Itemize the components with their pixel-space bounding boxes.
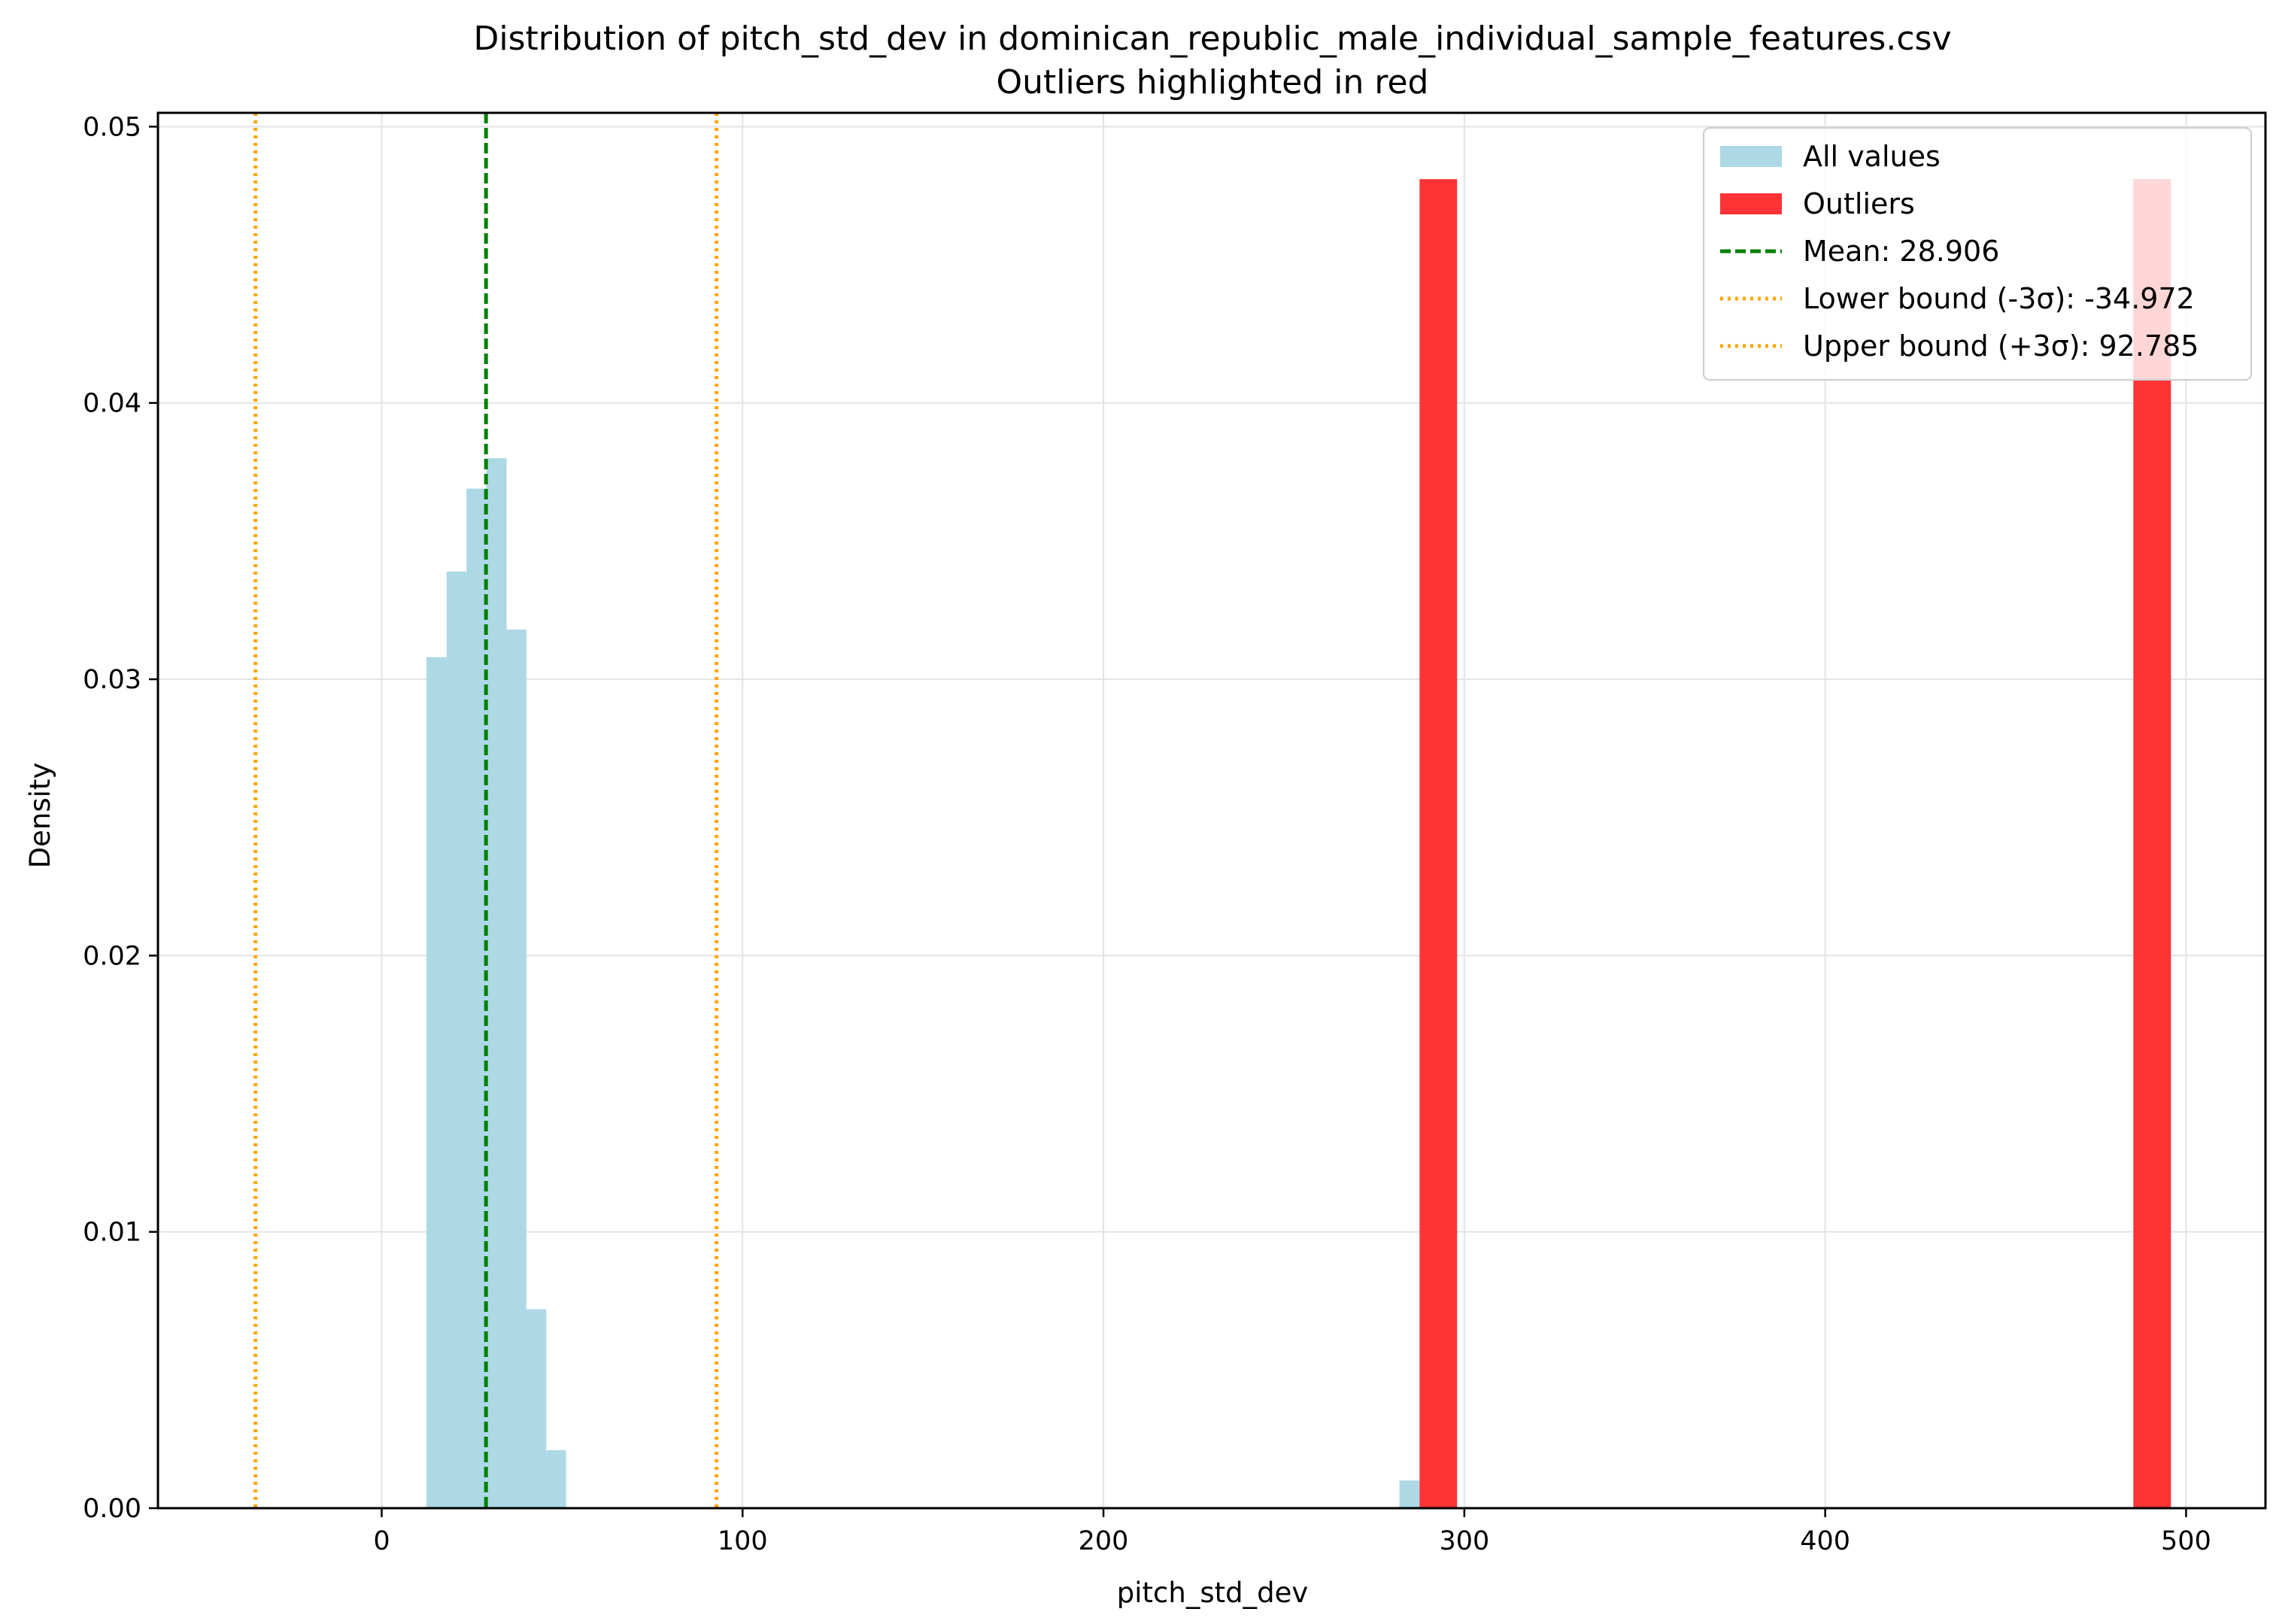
y-tick-label: 0.02	[83, 941, 141, 971]
y-axis-label: Density	[24, 763, 56, 869]
y-tick-label: 0.00	[83, 1494, 141, 1524]
histogram-bar	[466, 488, 487, 1508]
chart-subtitle: Outliers highlighted in red	[997, 63, 1429, 102]
axes: 0 100 200 300 400 500 0.00 0.01 0.02 0.03 0.04 0.05	[83, 111, 2267, 1556]
legend-box	[1703, 127, 2252, 381]
outlier-bar	[2133, 179, 2171, 1508]
x-axis-label: pitch_std_dev	[1117, 1577, 1308, 1609]
x-tick-label: 100	[718, 1526, 768, 1556]
x-tick-label: 400	[1800, 1526, 1850, 1556]
histogram-bar	[506, 629, 527, 1508]
reference-lines	[253, 113, 719, 1508]
histogram-bar	[546, 1449, 566, 1508]
histogram-bar	[1399, 1480, 1420, 1508]
legend-entry-outliers-swatch	[1720, 193, 1782, 214]
y-tick-label: 0.01	[83, 1218, 141, 1248]
x-tick-label: 300	[1439, 1526, 1489, 1556]
legend: All values Outliers Mean: 28.906 Lower boun…	[1703, 127, 2252, 381]
chart-title: Distribution of pitch_std_dev in dominic…	[473, 20, 1951, 58]
x-tick-label: 500	[2161, 1526, 2211, 1556]
histogram-bar	[426, 657, 447, 1508]
histogram-bar	[526, 1309, 547, 1508]
legend-entry-all-values-swatch	[1720, 146, 1782, 167]
histogram-bar	[486, 458, 507, 1508]
legend-entry-upper-bound-label: Upper bound (+3σ): 92.785	[1803, 329, 2199, 363]
y-tick-label: 0.05	[83, 112, 141, 142]
y-tick-label: 0.03	[83, 665, 141, 695]
legend-entry-lower-bound-label: Lower bound (-3σ): -34.972	[1803, 282, 2195, 315]
x-tick-label: 200	[1079, 1526, 1129, 1556]
y-tick-label: 0.04	[83, 389, 141, 419]
legend-entry-all-values-label: All values	[1803, 140, 1941, 173]
histogram-bar	[446, 571, 467, 1508]
outlier-bar	[1419, 179, 1458, 1508]
plot-frame	[156, 111, 2267, 1510]
histogram-bars	[426, 179, 2171, 1508]
legend-entry-outliers-label: Outliers	[1803, 187, 1915, 220]
legend-entry-mean-label: Mean: 28.906	[1803, 235, 1999, 268]
x-tick-label: 0	[373, 1526, 390, 1556]
